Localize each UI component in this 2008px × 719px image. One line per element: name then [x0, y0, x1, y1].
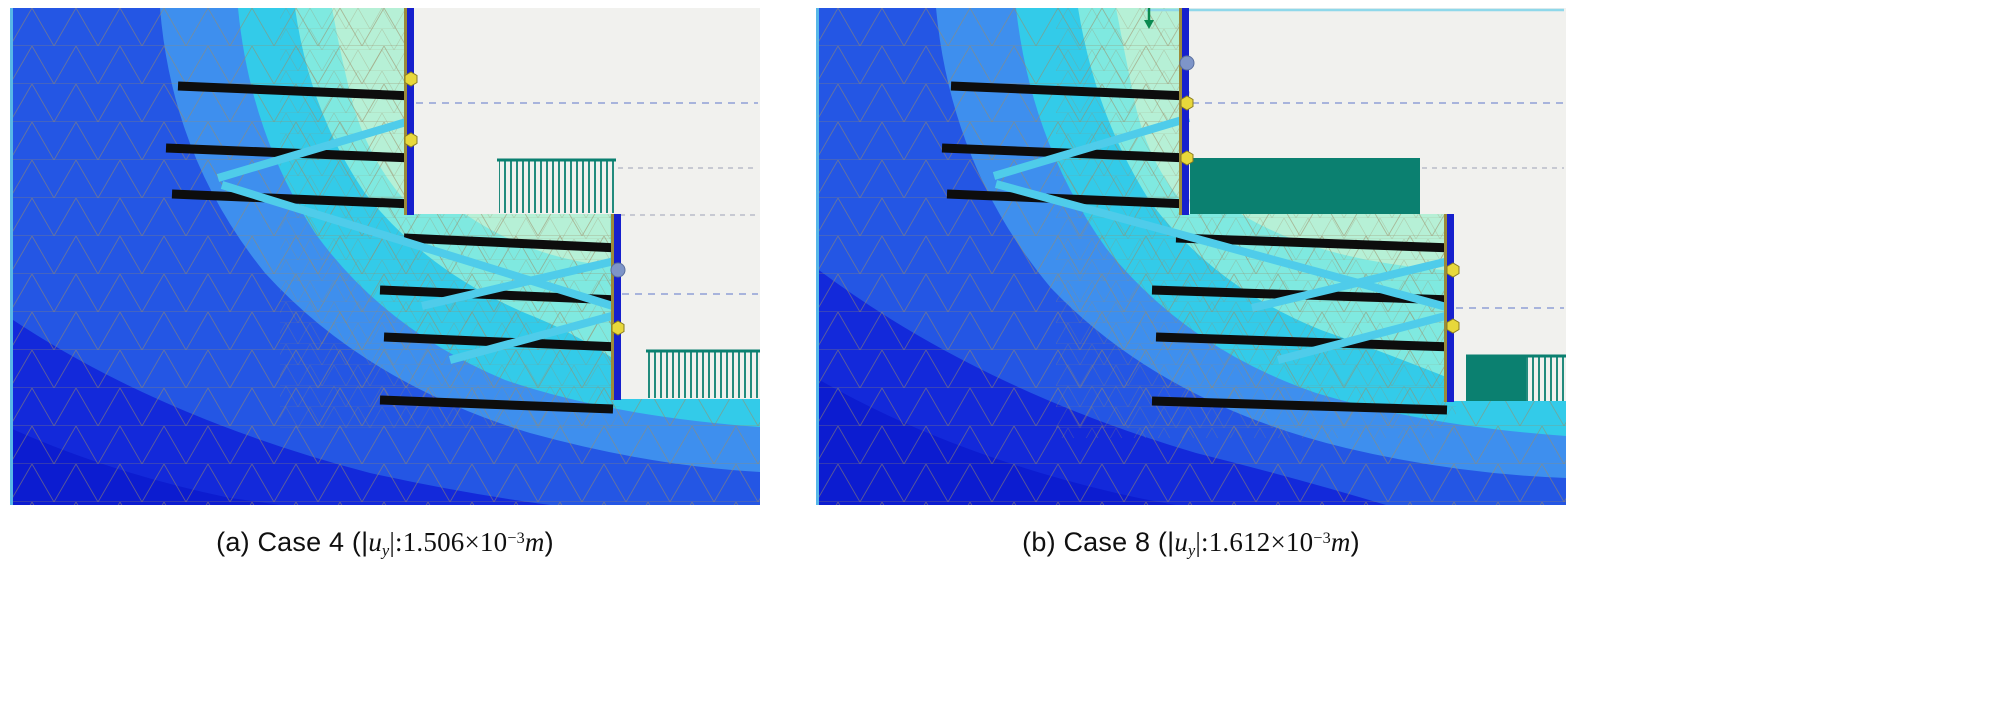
soil-nail-bar: [171, 189, 414, 209]
soil-nail-bar: [1155, 332, 1454, 352]
caption-value: |:1.612×10: [1195, 527, 1314, 557]
soil-nail-bar: [946, 189, 1190, 209]
caption-case4: (a) Case 4 (|uy|:1.506×10−3m): [216, 527, 554, 561]
anchor-node-icon: [1180, 95, 1194, 111]
anchor-nodes: [404, 71, 626, 336]
load-arrow-icon: [1144, 20, 1154, 29]
surcharge-block-lower: [1466, 356, 1526, 401]
anchor-node-icon: [1446, 262, 1460, 278]
caption-exponent: −3: [1313, 528, 1331, 547]
surcharge-loads: [497, 158, 760, 398]
caption-math-var: u: [1174, 527, 1189, 557]
reference-dashed-lines: [1192, 102, 1564, 309]
surcharge-loads: [1190, 158, 1566, 401]
surcharge-load-upper: [499, 160, 615, 213]
soil-nail-bar: [403, 233, 620, 253]
anchor-bar: [994, 180, 1452, 312]
upper-wall: [1182, 8, 1189, 215]
soil-nail-bar: [1151, 396, 1448, 415]
caption-unit: m: [524, 527, 545, 557]
ground-anchors: [992, 114, 1455, 364]
upper-wall: [407, 8, 414, 215]
anchor-bar: [448, 310, 621, 364]
anchor-node-icon: [611, 320, 625, 336]
ground-anchors: [216, 116, 621, 364]
lower-wall: [614, 214, 621, 400]
anchor-bar: [220, 181, 618, 311]
caption-case8: (b) Case 8 (|uy|:1.612×10−3m): [1022, 527, 1360, 561]
soil-nail-bar: [950, 81, 1190, 101]
anchor-node-icon: [1446, 318, 1460, 334]
anchor-node-icon: [404, 71, 418, 87]
point-load-arrow: [1144, 8, 1154, 29]
anchor-bar: [1251, 256, 1454, 312]
caption-unit: m: [1330, 527, 1351, 557]
lower-wall: [1447, 214, 1454, 402]
caption-value: |:1.506×10: [389, 527, 508, 557]
anchor-bar: [1276, 310, 1455, 364]
fea-contour-plot-case4: [10, 8, 760, 505]
retaining-walls: [404, 8, 621, 400]
surcharge-block-upper: [1190, 158, 1420, 214]
surcharge-load-hatch: [1526, 356, 1566, 401]
figure-panel-case8: (b) Case 8 (|uy|:1.612×10−3m): [816, 8, 1566, 561]
caption-text: (a) Case 4 (|: [216, 527, 369, 557]
anchor-nodes: [1179, 55, 1460, 334]
caption-subscript: y: [1188, 541, 1196, 560]
caption-text: ): [1350, 527, 1360, 557]
anchor-node-icon: [610, 262, 626, 278]
caption-text: ): [544, 527, 554, 557]
anchor-node-icon: [404, 132, 418, 148]
soil-nail-bar: [1175, 233, 1454, 253]
figure-panel-case4: (a) Case 4 (|uy|:1.506×10−3m): [10, 8, 760, 561]
soil-nail-bar: [177, 81, 414, 101]
anchor-bar: [216, 116, 415, 182]
soil-nail-bar: [379, 395, 614, 414]
retaining-walls: [1179, 8, 1454, 402]
surcharge-load-lower: [647, 351, 759, 398]
fea-contour-plot-case8: [816, 8, 1566, 505]
figure-row: (a) Case 4 (|uy|:1.506×10−3m): [10, 8, 1566, 561]
anchor-bar: [421, 256, 620, 310]
caption-exponent: −3: [507, 528, 525, 547]
anchor-node-icon: [1179, 55, 1195, 71]
anchor-node-icon: [1180, 150, 1194, 166]
anchor-bar: [992, 114, 1191, 180]
caption-subscript: y: [382, 541, 390, 560]
reference-dashed-lines: [416, 102, 758, 295]
caption-text: (b) Case 8 (|: [1022, 527, 1175, 557]
caption-math-var: u: [368, 527, 383, 557]
